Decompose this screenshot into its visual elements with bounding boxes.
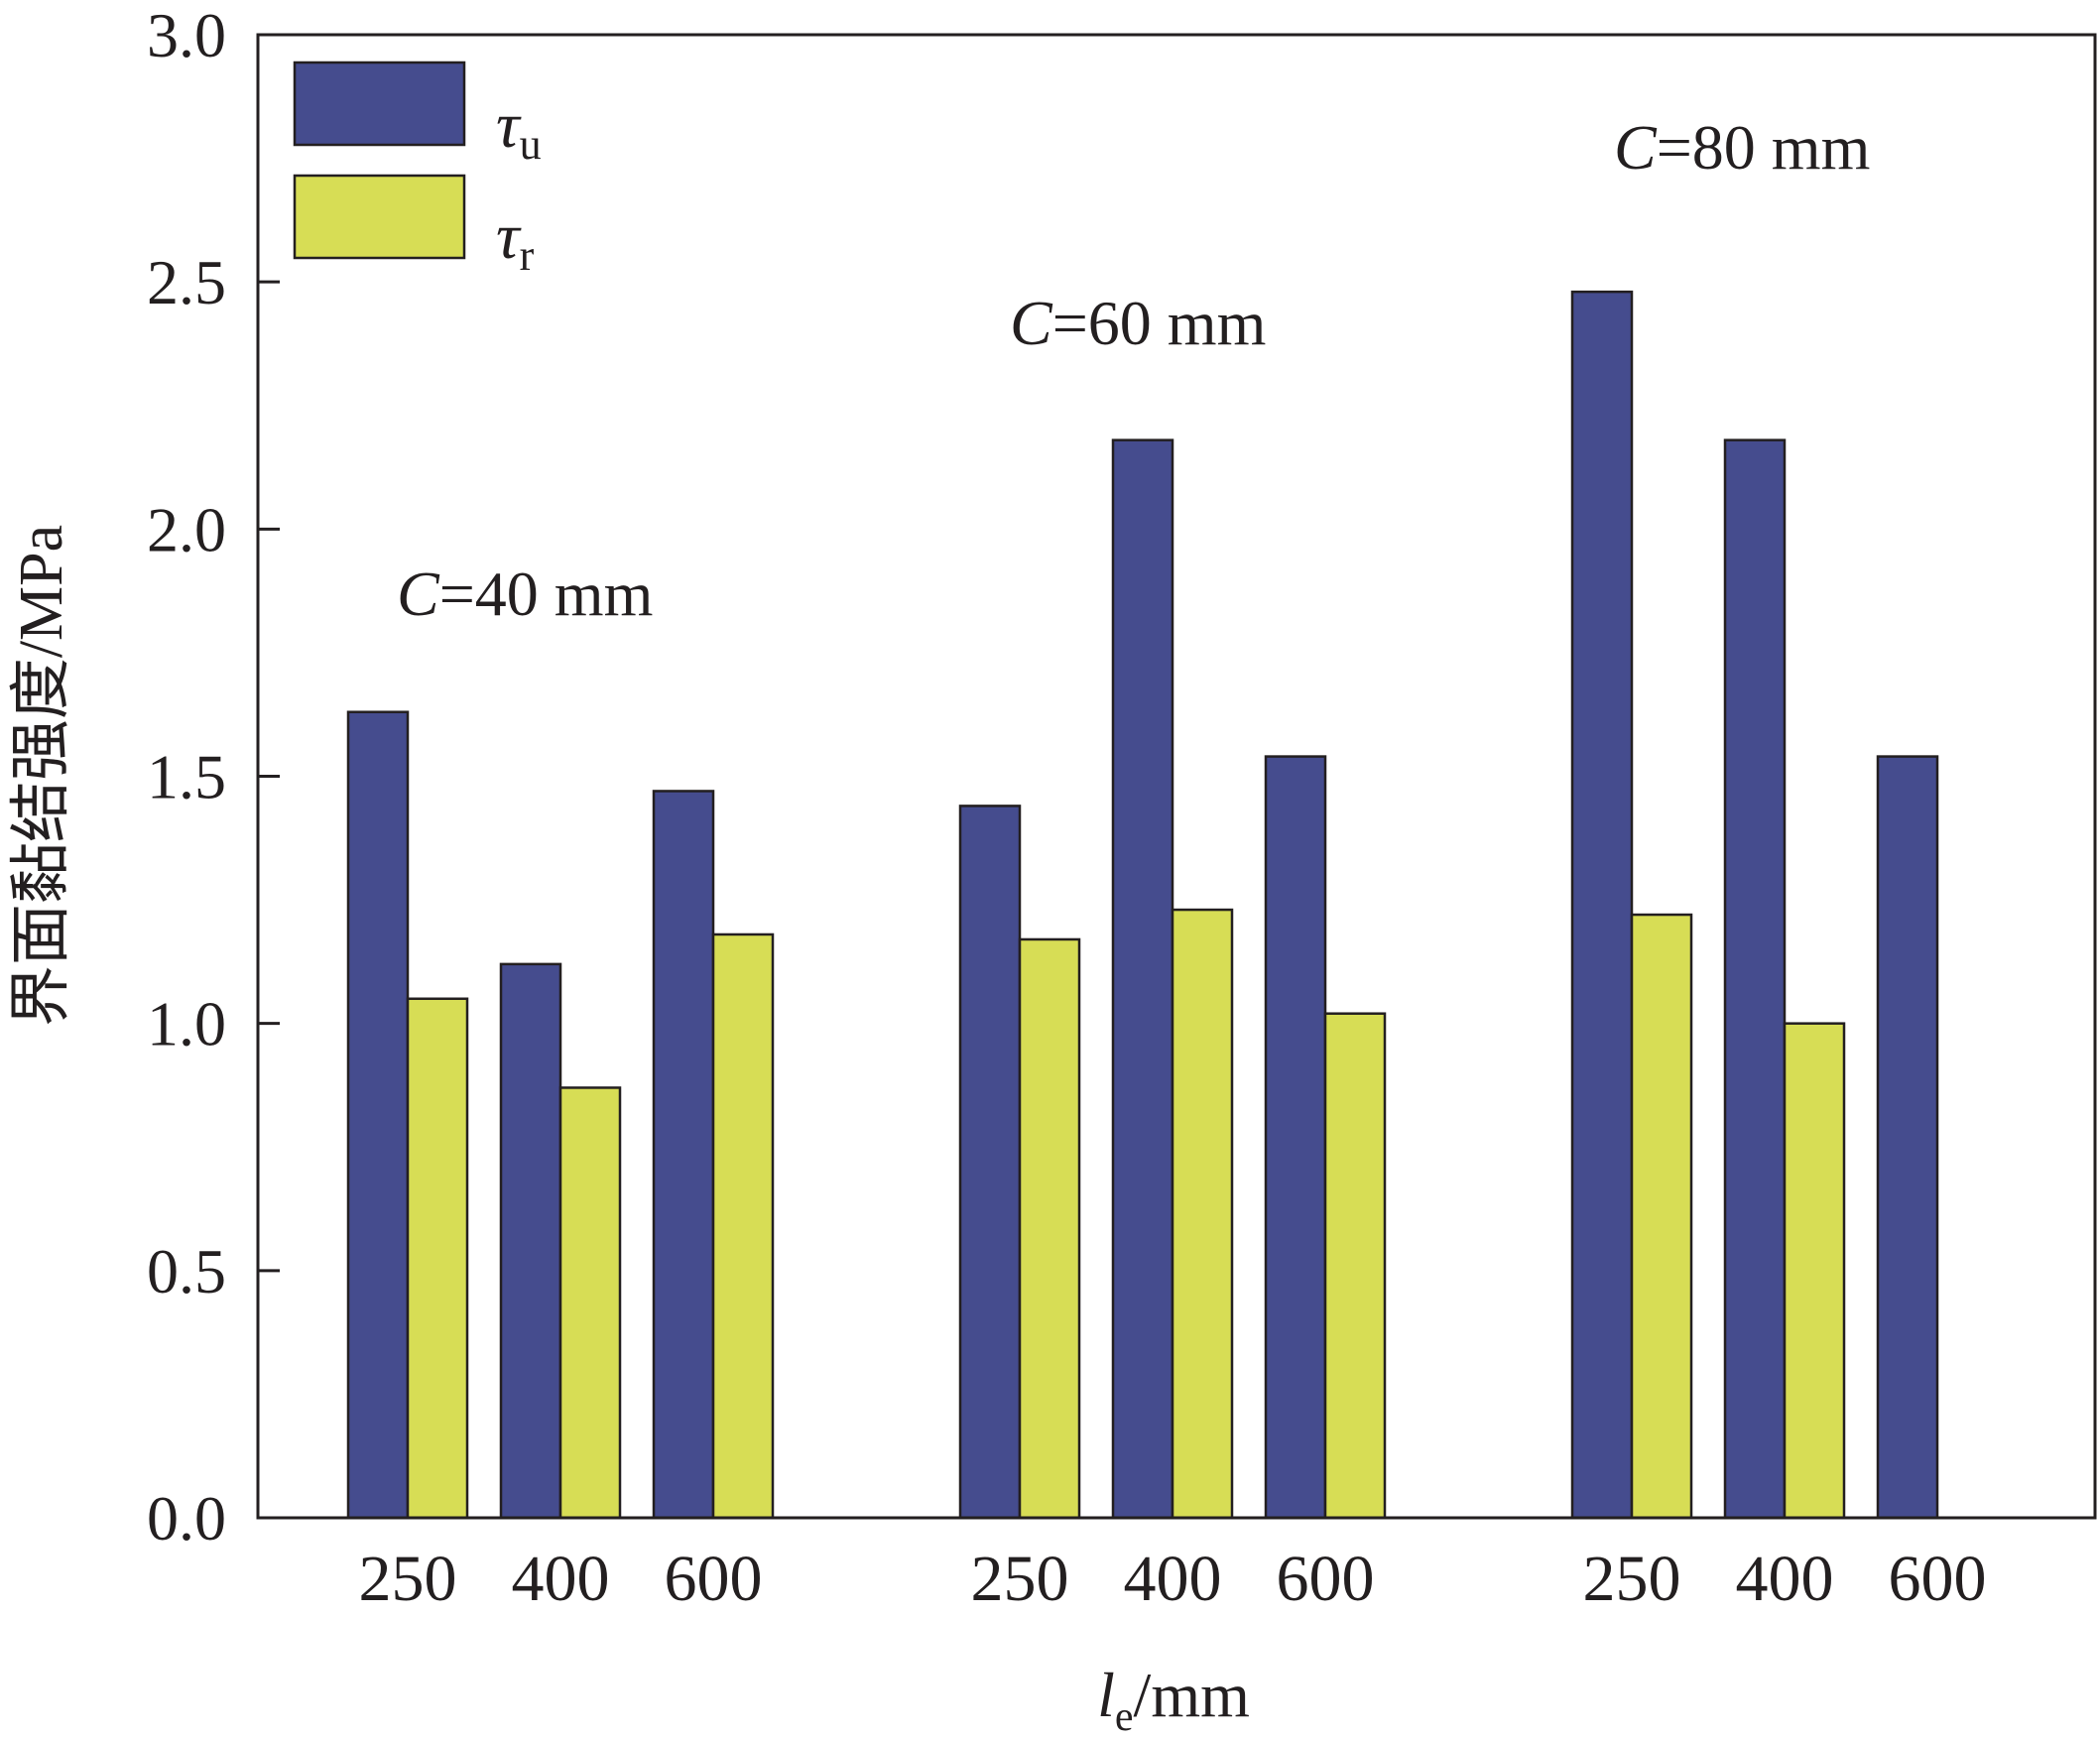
bar-r-g1-250 — [406, 997, 469, 1520]
x-tick-label: 400 — [1124, 1543, 1222, 1615]
y-axis: 0.0 0.5 1.0 1.5 2.0 2.5 3.0 — [147, 0, 280, 1554]
x-axis-label-var: l — [1097, 1660, 1115, 1730]
group-label-value: =80 mm — [1657, 112, 1871, 183]
group-annotations: C=40 mmC=60 mmC=80 mm — [397, 112, 1870, 629]
bar-u-g1-250 — [346, 710, 410, 1520]
group-label: C=40 mm — [397, 559, 653, 629]
group-label-value: =40 mm — [439, 559, 654, 629]
legend-label-r: τr — [496, 200, 535, 280]
group-label-value: =60 mm — [1052, 288, 1267, 358]
legend-swatch-u — [293, 61, 466, 147]
x-axis-label-sub: e — [1115, 1694, 1134, 1740]
y-axis-label: 界面黏结强度/MPa — [8, 525, 75, 1027]
legend-subscript: u — [520, 120, 542, 169]
y-tick-label: 1.5 — [147, 742, 226, 812]
bar-u-g3-600 — [1876, 755, 1939, 1520]
y-tick-label: 0.5 — [147, 1236, 226, 1306]
bars-layer — [346, 290, 1939, 1520]
legend-swatch-r — [293, 174, 466, 260]
x-tick-label: 250 — [1583, 1543, 1681, 1615]
x-tick-label: 600 — [1889, 1543, 1987, 1615]
x-tick-label: 600 — [1277, 1543, 1375, 1615]
y-tick-label: 0.0 — [147, 1483, 226, 1554]
bar-u-g1-600 — [652, 790, 715, 1520]
bar-r-g3-250 — [1630, 913, 1693, 1520]
group-label: C=60 mm — [1010, 288, 1266, 358]
group-label-var: C — [1010, 288, 1053, 358]
x-tick-label: 400 — [512, 1543, 610, 1615]
bar-u-g2-250 — [958, 805, 1022, 1520]
bar-u-g2-600 — [1264, 755, 1327, 1520]
x-tick-label: 600 — [665, 1543, 763, 1615]
legend-subscript: r — [520, 231, 535, 280]
bar-r-g2-250 — [1018, 937, 1081, 1520]
y-tick-label: 2.5 — [147, 247, 226, 317]
x-axis-label-unit: /mm — [1134, 1660, 1250, 1730]
bar-r-g1-600 — [711, 933, 775, 1520]
bar-u-g3-400 — [1723, 438, 1787, 1520]
y-tick-label: 1.0 — [147, 989, 226, 1059]
y-tick-label: 2.0 — [147, 494, 226, 564]
bar-u-g1-400 — [499, 962, 562, 1520]
bar-r-g2-600 — [1323, 1012, 1387, 1520]
x-tick-label: 250 — [971, 1543, 1069, 1615]
bar-r-g3-400 — [1783, 1022, 1846, 1520]
bar-u-g2-400 — [1111, 438, 1174, 1520]
bar-r-g1-400 — [558, 1086, 622, 1520]
legend-symbol: τ — [496, 89, 522, 162]
bar-u-g3-250 — [1570, 290, 1634, 1520]
y-tick-label: 3.0 — [147, 0, 226, 70]
x-tick-label: 400 — [1736, 1543, 1834, 1615]
group-label: C=80 mm — [1614, 112, 1870, 183]
legend-symbol: τ — [496, 200, 522, 273]
bar-r-g2-400 — [1171, 908, 1234, 1520]
group-label-var: C — [1614, 112, 1658, 183]
group-label-var: C — [397, 559, 440, 629]
x-axis-label: le/mm — [1097, 1660, 1250, 1740]
x-tick-label: 250 — [359, 1543, 457, 1615]
x-axis: 250 400 600 250 400 600 250 400 600 — [359, 1543, 1987, 1615]
legend-label-u: τu — [496, 89, 542, 169]
